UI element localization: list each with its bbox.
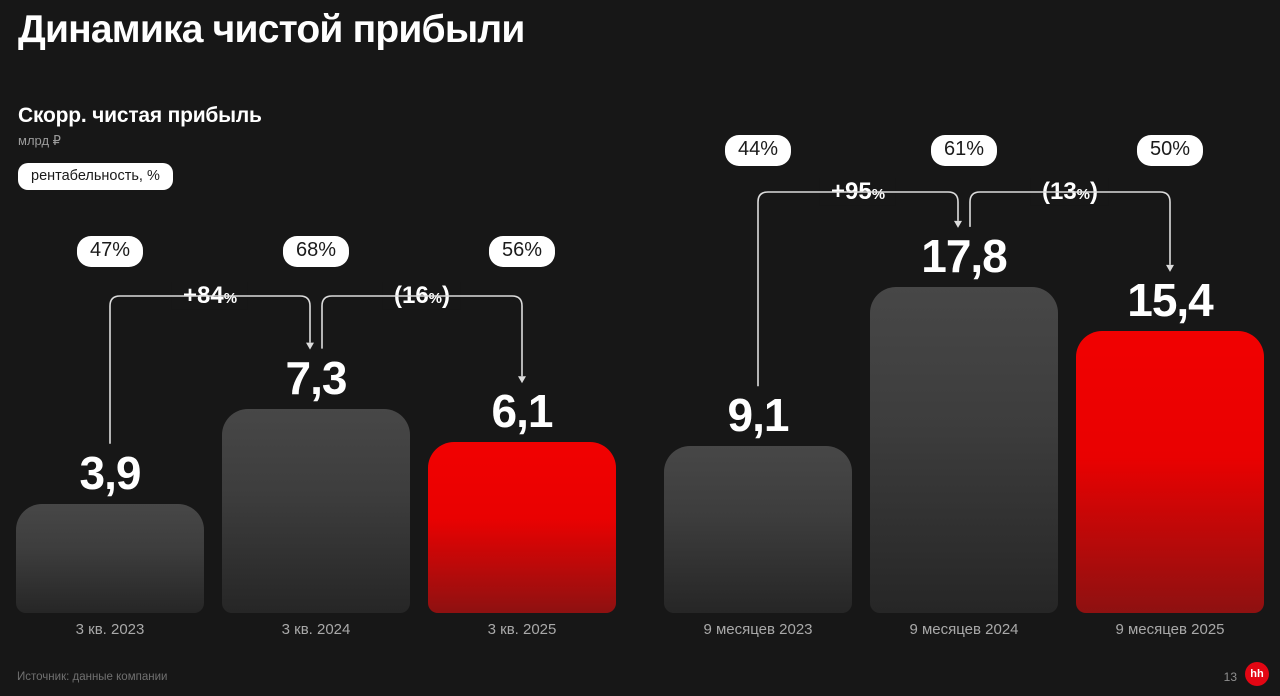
page-number: 13 — [1223, 670, 1237, 684]
change-label-prefix: +95 — [830, 177, 872, 205]
margin-badge: 50% — [1136, 135, 1204, 166]
change-label-prefix: (16 — [393, 281, 429, 309]
bar-category-label: 3 кв. 2023 — [75, 621, 145, 638]
change-label-prefix: +84 — [182, 281, 224, 309]
change-label: (13%) — [1030, 177, 1110, 207]
change-label: +84% — [171, 281, 249, 311]
change-label: (16%) — [382, 281, 462, 311]
bar-category-label: 9 месяцев 2025 — [1115, 621, 1225, 638]
percent-sign: % — [428, 289, 443, 307]
margin-legend-badge: рентабельность, % — [18, 163, 173, 190]
percent-sign: % — [1076, 185, 1091, 203]
margin-badge: 44% — [724, 135, 792, 166]
bar-category-label: 3 кв. 2024 — [281, 621, 351, 638]
change-label-suffix: ) — [1090, 177, 1099, 205]
bar-value-label: 6,1 — [491, 385, 554, 438]
change-label: +95% — [819, 177, 897, 207]
bar — [16, 503, 204, 613]
bar — [664, 446, 852, 613]
margin-badge: 56% — [488, 236, 556, 267]
bar-category-label: 3 кв. 2025 — [487, 621, 557, 638]
margin-badge: 47% — [76, 236, 144, 267]
chart-unit-label: млрд ₽ — [18, 133, 61, 148]
page-title: Динамика чистой прибыли — [18, 8, 525, 51]
hh-logo-text: hh — [1250, 668, 1264, 680]
bar-value-label: 17,8 — [921, 229, 1008, 282]
source-note: Источник: данные компании — [17, 671, 168, 683]
bar-value-label: 9,1 — [727, 389, 790, 442]
percent-sign: % — [223, 289, 238, 307]
chart-header: Скорр. чистая прибыль млрд ₽ рентабельно… — [18, 104, 262, 190]
bar — [1076, 330, 1264, 613]
bar-value-label: 3,9 — [79, 446, 142, 499]
bar-category-label: 9 месяцев 2023 — [703, 621, 813, 638]
change-label-prefix: (13 — [1041, 177, 1077, 205]
margin-badge: 61% — [930, 135, 998, 166]
bar — [222, 408, 410, 613]
bar-value-label: 7,3 — [285, 351, 348, 404]
bar-value-label: 15,4 — [1127, 273, 1214, 326]
change-label-suffix: ) — [442, 281, 451, 309]
hh-logo: hh — [1245, 662, 1269, 686]
chart-title: Скорр. чистая прибыль — [18, 104, 262, 127]
margin-badge: 68% — [282, 236, 350, 267]
bar — [870, 286, 1058, 613]
bar — [428, 442, 616, 613]
bar-category-label: 9 месяцев 2024 — [909, 621, 1019, 638]
percent-sign: % — [871, 185, 886, 203]
